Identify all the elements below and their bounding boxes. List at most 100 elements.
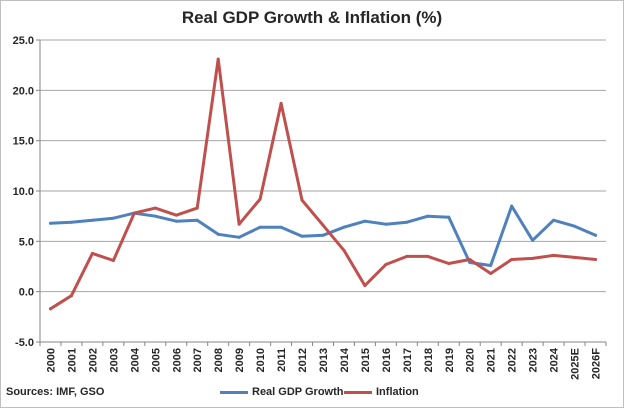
- x-tick-label: 2018: [423, 348, 435, 372]
- x-tick-label: 2015: [360, 348, 372, 372]
- data-point: [426, 254, 430, 258]
- x-tick-label: 2022: [507, 348, 519, 372]
- data-point: [279, 101, 283, 105]
- series-line-inflation: [49, 57, 597, 311]
- data-point: [300, 198, 304, 202]
- data-point: [489, 272, 493, 276]
- data-point: [363, 219, 367, 223]
- legend-swatch-gdp: [220, 390, 248, 394]
- legend-item-gdp: Real GDP Growth: [220, 386, 343, 398]
- data-point: [300, 234, 304, 238]
- data-point: [573, 224, 577, 228]
- data-point: [69, 220, 73, 224]
- data-point: [531, 256, 535, 260]
- x-tick-label: 2007: [192, 348, 204, 372]
- y-tick-label: 10.0: [13, 186, 34, 198]
- data-point: [384, 262, 388, 266]
- data-point: [48, 307, 52, 311]
- data-point: [489, 263, 493, 267]
- x-tick-label: 2003: [108, 348, 120, 372]
- data-point: [90, 218, 94, 222]
- data-point: [384, 222, 388, 226]
- data-point: [90, 251, 94, 255]
- x-tick-label: 2008: [213, 348, 225, 372]
- y-tick-label: 5.0: [19, 236, 34, 248]
- data-point: [321, 233, 325, 237]
- x-tick-label: 2019: [444, 348, 456, 372]
- series-lines: [48, 57, 598, 311]
- data-point: [426, 214, 430, 218]
- data-point: [510, 257, 514, 261]
- data-point: [342, 248, 346, 252]
- x-tick-label: 2005: [150, 348, 162, 372]
- x-tick-label: 2012: [297, 348, 309, 372]
- legend-swatch-inflation: [344, 390, 372, 394]
- x-tick-label: 2014: [339, 347, 351, 372]
- data-point: [69, 294, 73, 298]
- x-tick-label: 2024: [549, 347, 561, 372]
- chart-title: Real GDP Growth & Inflation (%): [181, 8, 443, 27]
- data-point: [237, 222, 241, 226]
- x-tick-label: 2010: [255, 348, 267, 372]
- data-point: [405, 220, 409, 224]
- x-tick-label: 2013: [318, 348, 330, 372]
- x-tick-label: 2020: [465, 348, 477, 372]
- y-tick-label: 20.0: [13, 85, 34, 97]
- gridlines: [40, 39, 606, 343]
- data-point: [510, 204, 514, 208]
- x-tick-label: 2011: [276, 348, 288, 372]
- data-point: [573, 255, 577, 259]
- x-axis: 2000 2001 2002 2003 2004 2005 2006 2007 2008 2009…: [39, 341, 607, 380]
- data-point: [111, 258, 115, 262]
- data-point: [195, 206, 199, 210]
- data-point: [342, 225, 346, 229]
- data-point: [447, 215, 451, 219]
- x-tick-label: 2006: [171, 348, 183, 372]
- data-point: [594, 233, 598, 237]
- data-point: [552, 253, 556, 257]
- data-point: [594, 257, 598, 261]
- data-point: [258, 225, 262, 229]
- x-tick-label: 2002: [87, 348, 99, 372]
- x-tick-label: 2001: [66, 348, 78, 372]
- x-tick-label: 2017: [402, 348, 414, 372]
- data-point: [279, 225, 283, 229]
- data-point: [216, 57, 220, 61]
- data-point: [195, 218, 199, 222]
- x-tick-label: 2021: [486, 348, 498, 372]
- data-point: [363, 284, 367, 288]
- x-tick-label: 2009: [234, 348, 246, 372]
- data-point: [216, 232, 220, 236]
- x-tick-label: 2004: [129, 347, 141, 372]
- data-point: [405, 254, 409, 258]
- data-point: [132, 211, 136, 215]
- legend-label-inflation: Inflation: [376, 386, 419, 398]
- data-point: [153, 214, 157, 218]
- y-tick-label: -5.0: [15, 337, 34, 349]
- legend-item-inflation: Inflation: [344, 386, 419, 398]
- data-point: [153, 206, 157, 210]
- data-point: [174, 219, 178, 223]
- x-tick-label: 2026F: [591, 348, 603, 379]
- x-tick-label: 2025E: [570, 348, 582, 380]
- data-point: [237, 235, 241, 239]
- source-note: Sources: IMF, GSO: [6, 386, 105, 398]
- y-tick-label: 25.0: [13, 35, 34, 47]
- data-point: [447, 261, 451, 265]
- data-point: [531, 238, 535, 242]
- data-point: [321, 223, 325, 227]
- x-tick-label: 2000: [45, 348, 57, 372]
- data-point: [552, 218, 556, 222]
- y-tick-label: 15.0: [13, 136, 34, 148]
- data-point: [174, 213, 178, 217]
- data-point: [111, 216, 115, 220]
- data-point: [48, 221, 52, 225]
- legend-label-gdp: Real GDP Growth: [252, 386, 344, 398]
- data-point: [258, 197, 262, 201]
- y-tick-label: 0.0: [19, 287, 34, 299]
- x-tick-label: 2016: [381, 348, 393, 372]
- x-tick-label: 2023: [528, 348, 540, 372]
- y-axis: -5.0 0.0 5.0 10.0 15.0 20.0 25.0: [13, 35, 41, 349]
